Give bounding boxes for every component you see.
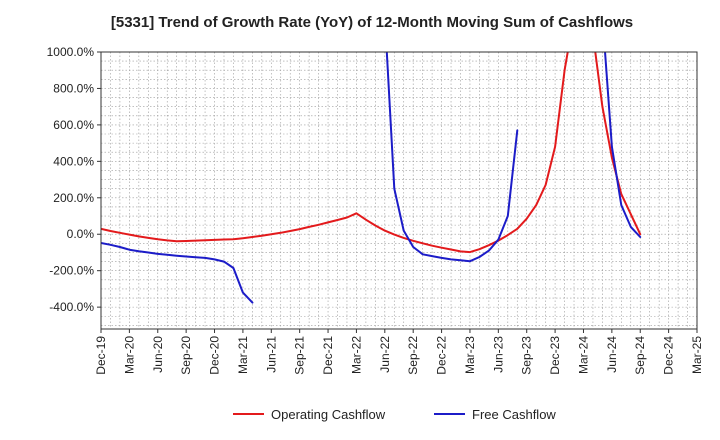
x-tick-label: Jun-23 <box>491 336 505 373</box>
x-tick-label: Dec-21 <box>321 336 335 375</box>
x-tick-label: Sep-20 <box>179 336 193 375</box>
legend-label-operating: Operating Cashflow <box>271 407 386 422</box>
x-tick-label: Sep-22 <box>406 336 420 375</box>
grid <box>101 52 697 329</box>
y-tick-label: 800.0% <box>53 81 94 95</box>
x-tick-label: Jun-24 <box>605 336 619 373</box>
x-axis-ticks: Dec-19 Mar-20 Jun-20 Sep-20 Dec-20 Mar-21 Jun-… <box>94 329 704 375</box>
x-tick-label: Dec-20 <box>208 336 222 375</box>
operating-cashflow-line-segment-1 <box>101 52 642 254</box>
legend: Operating Cashflow Free Cashflow <box>233 407 556 422</box>
y-tick-label: 200.0% <box>53 191 94 205</box>
x-tick-label: Dec-22 <box>435 336 449 375</box>
x-tick-label: Mar-24 <box>576 336 590 374</box>
y-tick-label: -400.0% <box>49 300 94 314</box>
y-tick-label: -200.0% <box>49 264 94 278</box>
x-tick-label: Sep-23 <box>520 336 534 375</box>
y-axis-ticks: 1000.0% 800.0% 600.0% 400.0% 200.0% 0.0% -200.… <box>47 45 101 314</box>
x-tick-label: Jun-21 <box>264 336 278 373</box>
y-tick-label: 0.0% <box>67 227 95 241</box>
free-cashflow-line-segment-2 <box>385 52 519 263</box>
x-tick-label: Sep-21 <box>293 336 307 375</box>
x-tick-label: Mar-23 <box>463 336 477 374</box>
x-tick-label: Mar-22 <box>349 336 363 374</box>
x-tick-label: Dec-24 <box>662 336 676 375</box>
legend-label-free: Free Cashflow <box>472 407 556 422</box>
x-tick-label: Jun-22 <box>378 336 392 373</box>
y-tick-label: 400.0% <box>53 154 94 168</box>
chart-title: [5331] Trend of Growth Rate (YoY) of 12-… <box>111 14 633 31</box>
free-cashflow-line-segment-1 <box>101 242 254 304</box>
x-tick-label: Dec-19 <box>94 336 108 375</box>
free-cashflow-line-segment-3 <box>604 52 642 238</box>
x-tick-label: Sep-24 <box>633 336 647 375</box>
x-tick-label: Jun-20 <box>151 336 165 373</box>
y-tick-label: 600.0% <box>53 118 94 132</box>
x-tick-label: Mar-21 <box>236 336 250 374</box>
x-tick-label: Dec-23 <box>548 336 562 375</box>
plot-border <box>100 51 698 330</box>
x-tick-label: Mar-25 <box>690 336 704 374</box>
x-tick-label: Mar-20 <box>122 336 136 374</box>
series-layer <box>101 52 642 304</box>
y-tick-label: 1000.0% <box>47 45 95 59</box>
